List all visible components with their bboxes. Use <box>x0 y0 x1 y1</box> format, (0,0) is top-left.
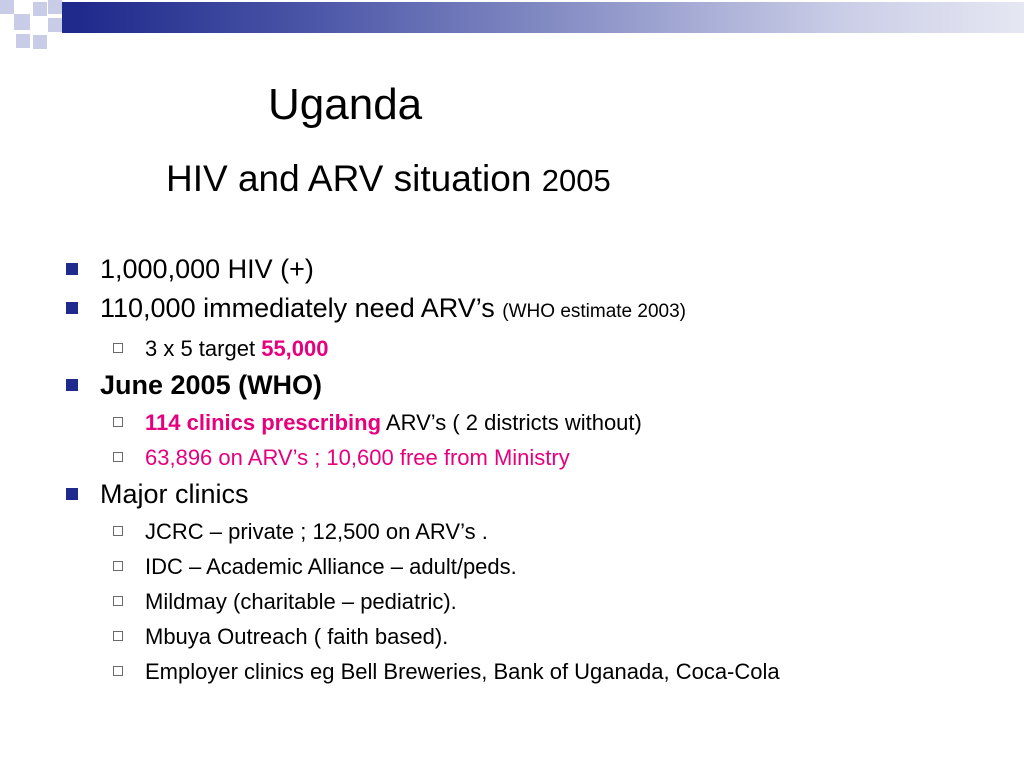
sub-bullet-highlight: 55,000 <box>261 336 329 361</box>
hollow-square-bullet-icon <box>113 417 123 427</box>
sub-bullet-text: Mildmay (charitable – pediatric). <box>145 589 457 614</box>
square-bullet-icon <box>66 263 78 275</box>
deco-square <box>48 0 62 14</box>
bullet-item: 1,000,000 HIV (+) <box>62 250 962 289</box>
hollow-square-bullet-icon <box>113 631 123 641</box>
square-bullet-icon <box>66 302 78 314</box>
bullet-text: Major clinics <box>100 479 249 509</box>
bullet-item: 110,000 immediately need ARV’s (WHO esti… <box>62 289 962 331</box>
hollow-square-bullet-icon <box>113 561 123 571</box>
deco-square <box>33 2 47 16</box>
sub-bullet-text: JCRC – private ; 12,500 on ARV’s . <box>145 519 488 544</box>
sub-bullet-item: 114 clinics prescribing ARV’s ( 2 distri… <box>62 405 962 440</box>
sub-bullet-item: 3 x 5 target 55,000 <box>62 331 962 366</box>
deco-square <box>62 2 80 33</box>
bullet-text: June 2005 (WHO) <box>100 370 323 400</box>
deco-square <box>33 35 47 49</box>
hollow-square-bullet-icon <box>113 526 123 536</box>
hollow-square-bullet-icon <box>113 343 123 353</box>
sub-bullet-item: Employer clinics eg Bell Breweries, Bank… <box>62 654 962 685</box>
bullet-item: June 2005 (WHO) <box>62 366 962 405</box>
square-bullet-icon <box>66 379 78 391</box>
sub-bullet-text: 3 x 5 target <box>145 336 256 361</box>
sub-bullet-text: ARV’s ( 2 districts without) <box>385 410 642 435</box>
sub-bullet-highlight: 114 clinics prescribing <box>145 410 382 435</box>
sub-bullet-text: Employer clinics eg Bell Breweries, Bank… <box>145 659 780 684</box>
bullet-note: (WHO estimate 2003) <box>502 301 687 322</box>
subtitle-year: 2005 <box>541 163 611 198</box>
deco-square <box>14 14 30 30</box>
bullet-item: Major clinics <box>62 475 962 514</box>
slide-subtitle: HIV and ARV situation 2005 <box>166 158 611 200</box>
subtitle-text: HIV and ARV situation <box>166 158 532 199</box>
bullet-text: 1,000,000 HIV (+) <box>100 254 314 284</box>
hollow-square-bullet-icon <box>113 452 123 462</box>
sub-bullet-item: 63,896 on ARV’s ; 10,600 free from Minis… <box>62 440 962 475</box>
sub-bullet-item: JCRC – private ; 12,500 on ARV’s . <box>62 514 962 549</box>
deco-square <box>16 34 30 48</box>
square-bullet-icon <box>66 488 78 500</box>
header-decoration <box>0 0 1024 60</box>
bullet-text: 110,000 immediately need ARV’s <box>100 293 495 323</box>
bullet-list: 1,000,000 HIV (+) 110,000 immediately ne… <box>62 250 962 685</box>
hollow-square-bullet-icon <box>113 666 123 676</box>
sub-bullet-item: Mbuya Outreach ( faith based). <box>62 619 962 654</box>
deco-square <box>48 18 62 32</box>
sub-bullet-item: IDC – Academic Alliance – adult/peds. <box>62 549 962 584</box>
slide-title: Uganda <box>268 80 423 129</box>
deco-square <box>0 0 14 14</box>
header-gradient-bar <box>80 2 1024 33</box>
hollow-square-bullet-icon <box>113 596 123 606</box>
sub-bullet-item: Mildmay (charitable – pediatric). <box>62 584 962 619</box>
sub-bullet-text: 63,896 on ARV’s ; 10,600 free from Minis… <box>145 445 570 470</box>
sub-bullet-text: Mbuya Outreach ( faith based). <box>145 624 449 649</box>
sub-bullet-text: IDC – Academic Alliance – adult/peds. <box>145 554 517 579</box>
